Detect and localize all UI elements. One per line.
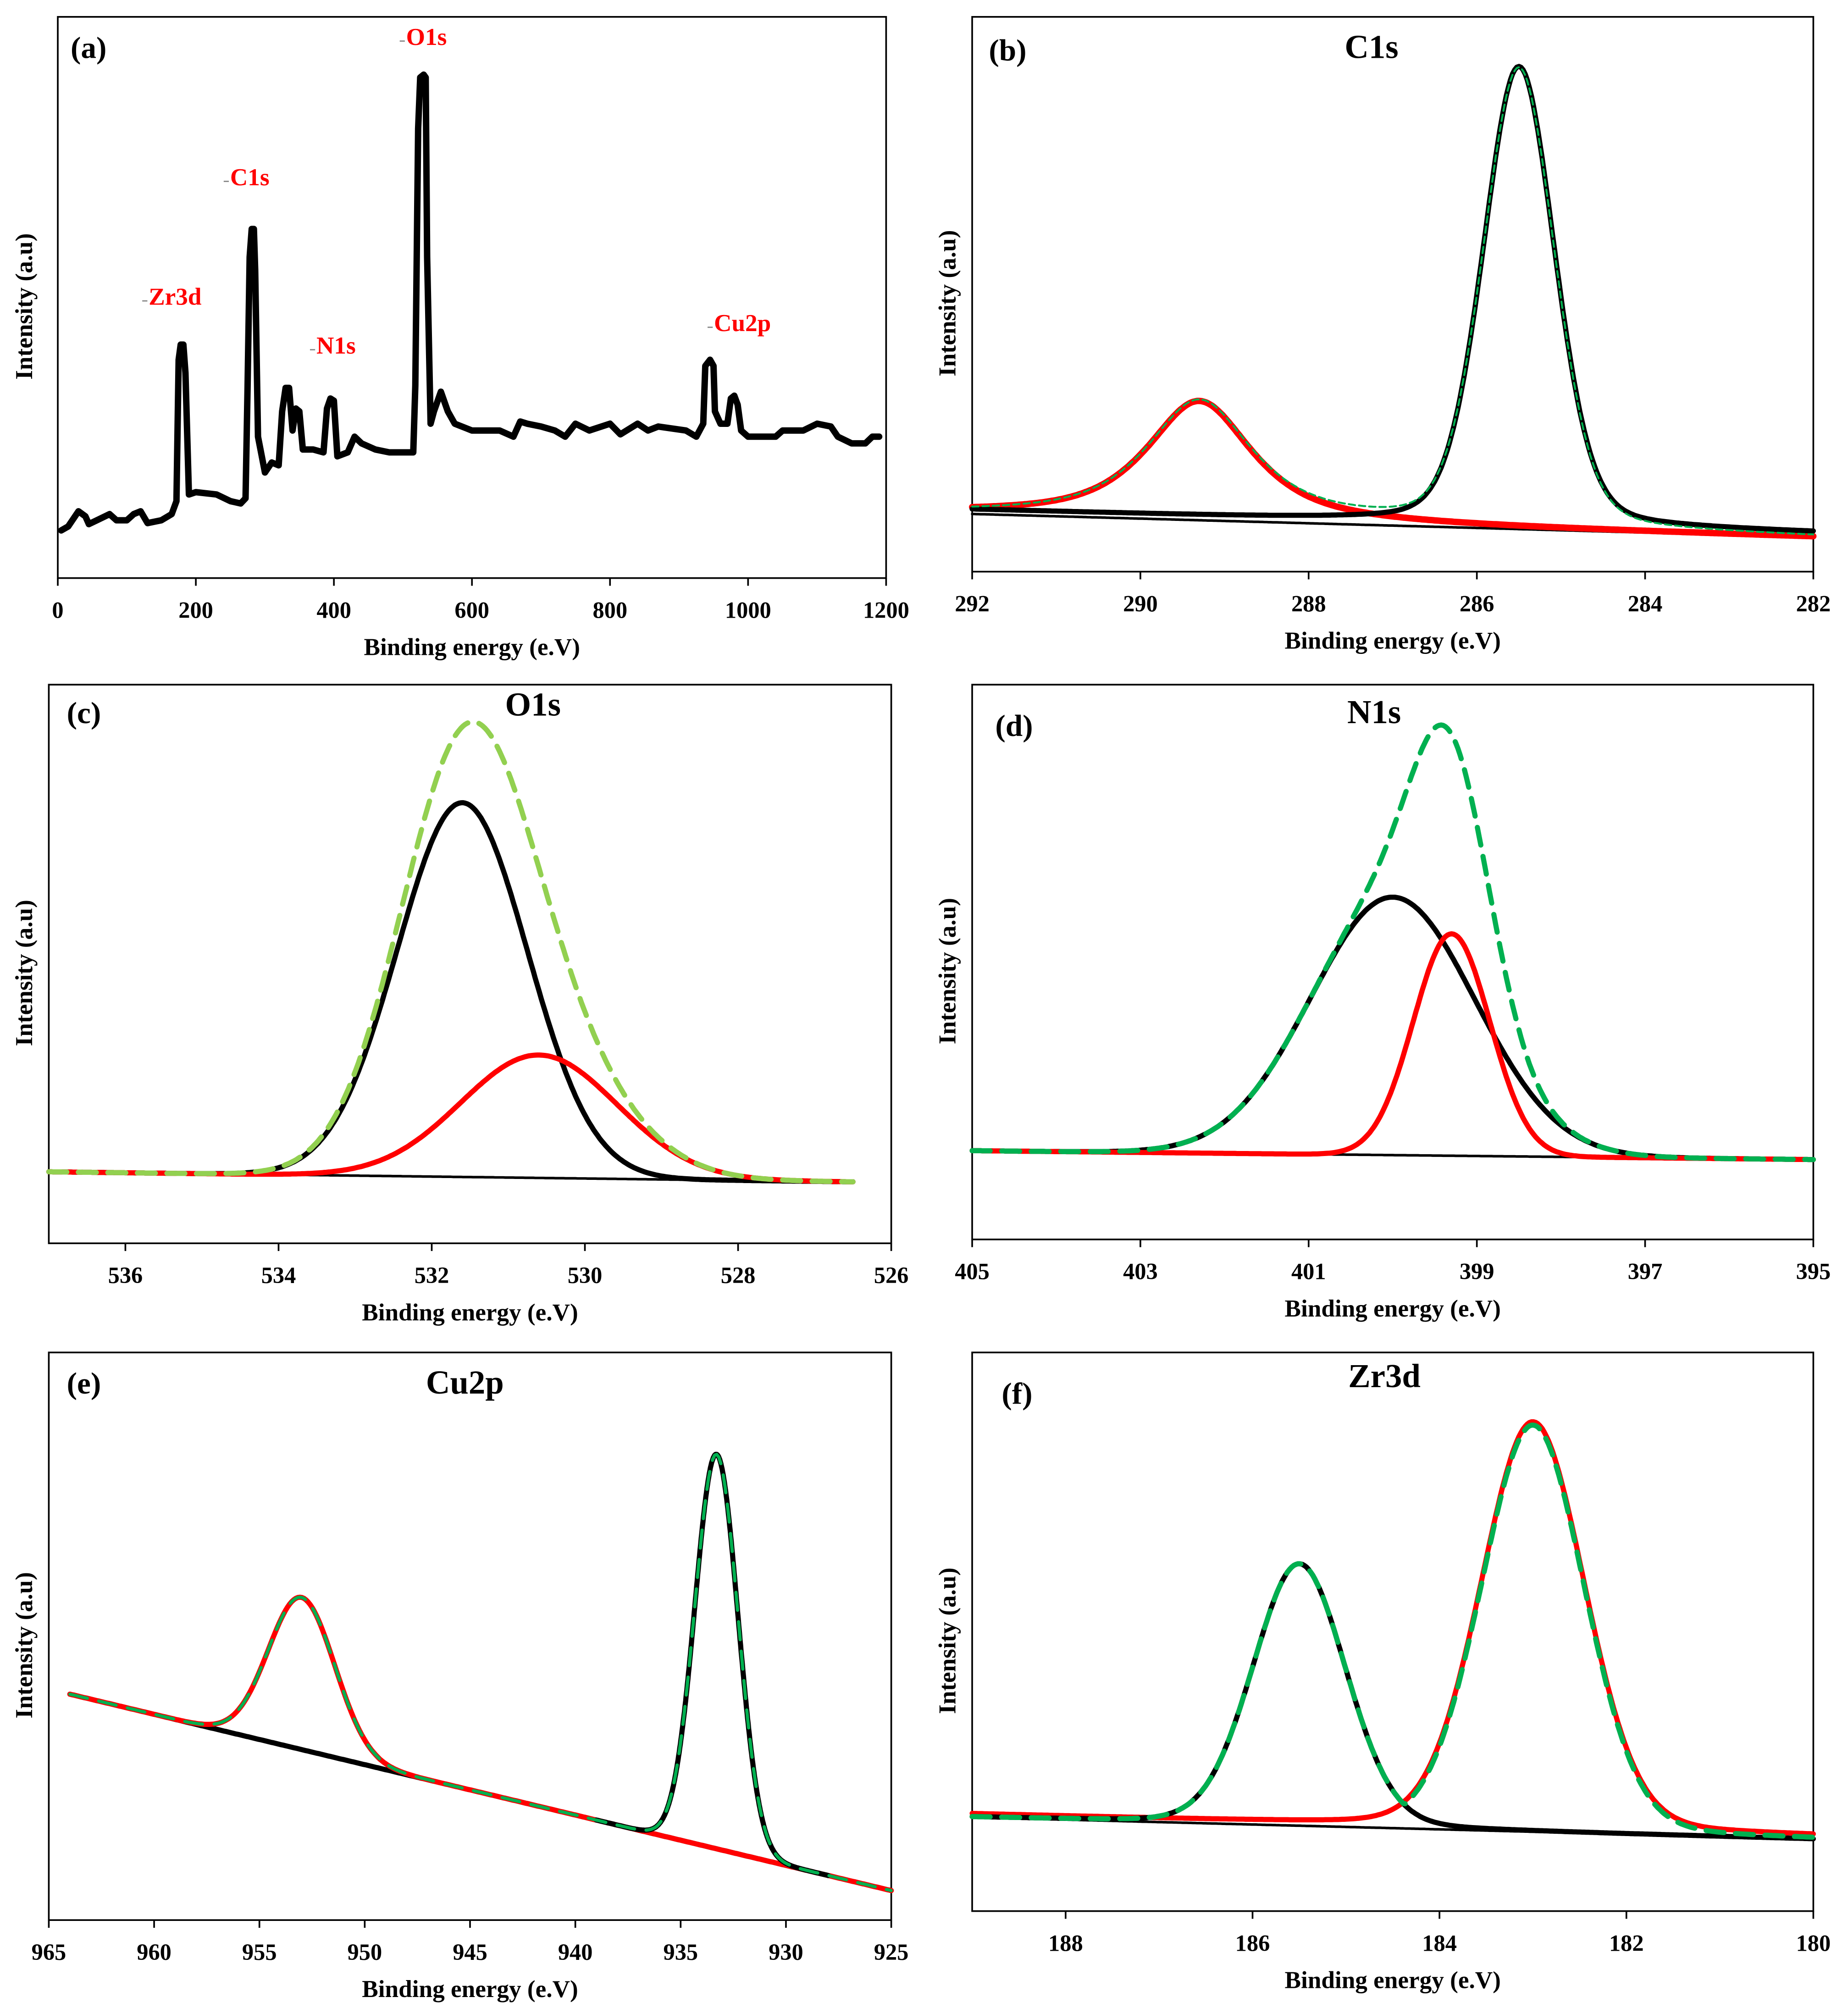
x-tick-label: 397 [1628, 1259, 1663, 1284]
panel-title: Zr3d [1348, 1357, 1421, 1394]
panel-a: 0 200 400 600 800 1000 1200 Binding energy (e.V… [11, 16, 909, 661]
series-component-285-5-ev [969, 64, 1816, 534]
x-tick-label: 528 [721, 1262, 756, 1288]
plot-frame [971, 16, 1815, 573]
x-tick-label: 945 [453, 1939, 487, 1965]
x-tick-label: 960 [137, 1939, 172, 1965]
x-axis-title: Binding energy (e.V) [362, 1975, 578, 2003]
panel-label: (a) [71, 30, 106, 65]
x-tick-label: 1200 [863, 597, 909, 623]
x-tick-label: 950 [348, 1939, 382, 1965]
x-tick-label: 530 [568, 1262, 603, 1288]
series-envelope [969, 1422, 1816, 1840]
x-tick-label: 955 [242, 1939, 277, 1965]
panel-label: (b) [989, 33, 1026, 67]
panel-c: 536 534 532 530 528 526 Binding energy (e.V) In… [11, 684, 909, 1326]
x-tick-label: 182 [1609, 1930, 1644, 1956]
x-tick-label: 292 [955, 591, 990, 616]
panel-label: (d) [995, 708, 1033, 743]
series-envelope [971, 66, 1815, 536]
x-tick-label: 1000 [725, 597, 771, 623]
series-component-953-ev [67, 1594, 894, 1893]
x-axis-title: Binding energy (e.V) [1284, 627, 1500, 654]
x-tick-label: 290 [1123, 591, 1158, 616]
y-axis-title: Intensity (a.u) [11, 900, 38, 1046]
panel-title: C1s [1345, 28, 1398, 65]
x-tick-label: 188 [1048, 1930, 1083, 1956]
panel-label: (f) [1001, 1376, 1032, 1411]
x-tick-label: 395 [1796, 1259, 1831, 1284]
x-tick-label: 0 [52, 597, 63, 623]
y-axis-title: Intensity (a.u) [934, 1567, 961, 1714]
x-tick-label: 526 [874, 1262, 909, 1288]
plot-frame [48, 684, 892, 1245]
panel-e: 965 960 955 950 945 940 935 930 925 Binding energ… [11, 1351, 909, 2003]
x-tick-label: 600 [454, 597, 489, 623]
series-component-933-3-ev [593, 1451, 831, 1878]
series-component-185-5-ev [969, 1561, 1816, 1842]
peak-annotation: Cu2p [714, 310, 771, 337]
peak-annotation: Zr3d [149, 283, 201, 310]
x-tick-label: 400 [316, 597, 351, 623]
x-axis-title: Binding energy (e.V) [1284, 1295, 1500, 1322]
plot-frame [971, 684, 1815, 1240]
x-tick-label: 399 [1460, 1259, 1494, 1284]
x-axis-title: Binding energy (e.V) [362, 1299, 578, 1326]
panel-label: (e) [67, 1366, 101, 1400]
x-tick-label: 800 [592, 597, 627, 623]
x-axis-title: Binding energy (e.V) [1284, 1967, 1500, 1994]
x-axis-title: Binding energy (e.V) [364, 634, 580, 661]
x-tick-label: 405 [955, 1259, 990, 1284]
series-envelope [68, 1453, 893, 1892]
x-tick-label: 401 [1291, 1259, 1326, 1284]
panel-b: 292 290 288 286 284 282 Binding energy (e.V) In… [934, 16, 1831, 654]
peak-annotation: N1s [316, 332, 356, 359]
series-envelope [969, 722, 1816, 1162]
plot-frame [971, 1351, 1815, 1912]
panel-d: 405 403 401 399 397 395 Binding energy (e.V) In… [934, 684, 1831, 1322]
series-component-530-6-ev [46, 1052, 856, 1184]
y-axis-title: Intensity (a.u) [934, 898, 961, 1044]
x-tick-label: 288 [1291, 591, 1326, 616]
x-tick-label: 282 [1796, 591, 1831, 616]
panel-title: O1s [505, 686, 561, 723]
x-tick-label: 935 [663, 1939, 698, 1965]
x-tick-label: 284 [1628, 591, 1663, 616]
plot-frame [57, 16, 887, 579]
panel-label: (c) [67, 696, 101, 730]
x-tick-label: 940 [558, 1939, 593, 1965]
x-tick-label: 965 [32, 1939, 66, 1965]
peak-annotation: O1s [406, 23, 447, 50]
x-tick-label: 925 [874, 1939, 909, 1965]
x-tick-label: 180 [1796, 1930, 1831, 1956]
x-tick-label: 186 [1235, 1930, 1270, 1956]
x-tick-label: 184 [1422, 1930, 1457, 1956]
x-tick-label: 930 [769, 1939, 803, 1965]
y-axis-title: Intensity (a.u) [934, 230, 961, 376]
series-survey [58, 71, 883, 534]
x-tick-label: 532 [415, 1262, 449, 1288]
x-tick-label: 534 [261, 1262, 296, 1288]
panel-title: Cu2p [426, 1364, 504, 1401]
x-tick-label: 403 [1123, 1259, 1158, 1284]
peak-annotation: C1s [230, 164, 270, 191]
series-component-400-0-ev [969, 894, 1816, 1162]
series-envelope [46, 719, 856, 1184]
series-component-183-0-ev [969, 1419, 1816, 1837]
panel-title: N1s [1347, 693, 1401, 730]
x-tick-label: 286 [1460, 591, 1494, 616]
y-axis-title: Intensity (a.u) [11, 1572, 38, 1718]
y-axis-title: Intensity (a.u) [11, 233, 38, 380]
x-tick-label: 536 [108, 1262, 143, 1288]
panel-f: 188 186 184 182 180 Binding energy (e.V) Inten… [934, 1351, 1831, 1994]
x-tick-label: 200 [178, 597, 213, 623]
series-component-289-3-ev [969, 398, 1817, 540]
series-component-399-3-ev [969, 931, 1816, 1162]
series-component-531-6-ev [46, 800, 856, 1184]
